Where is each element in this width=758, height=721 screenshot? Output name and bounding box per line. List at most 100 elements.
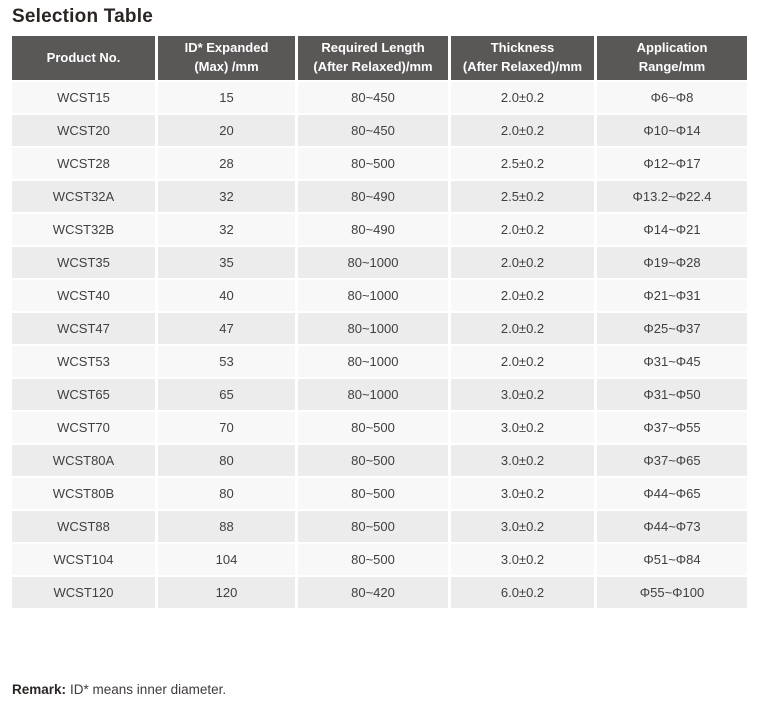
cell-id-expanded: 15 <box>158 82 295 113</box>
cell-application-range: Φ44~Φ73 <box>597 511 747 542</box>
cell-id-expanded: 20 <box>158 115 295 146</box>
remark-label: Remark: <box>12 682 67 697</box>
table-header: Product No. ID* Expanded (Max) /mm Requi… <box>12 36 747 80</box>
cell-product-no: WCST65 <box>12 379 155 410</box>
table-row: WCST32A 32 80~490 2.5±0.2 Φ13.2~Φ22.4 <box>12 181 747 212</box>
cell-id-expanded: 70 <box>158 412 295 443</box>
cell-required-length: 80~490 <box>298 181 448 212</box>
cell-application-range: Φ10~Φ14 <box>597 115 747 146</box>
cell-thickness: 3.0±0.2 <box>451 511 594 542</box>
cell-application-range: Φ37~Φ65 <box>597 445 747 476</box>
cell-product-no: WCST104 <box>12 544 155 575</box>
cell-application-range: Φ25~Φ37 <box>597 313 747 344</box>
cell-application-range: Φ6~Φ8 <box>597 82 747 113</box>
selection-table: Product No. ID* Expanded (Max) /mm Requi… <box>9 34 750 610</box>
cell-required-length: 80~1000 <box>298 379 448 410</box>
cell-id-expanded: 28 <box>158 148 295 179</box>
cell-thickness: 2.0±0.2 <box>451 82 594 113</box>
cell-id-expanded: 80 <box>158 478 295 509</box>
table-body: WCST15 15 80~450 2.0±0.2 Φ6~Φ8 WCST20 20… <box>12 82 747 608</box>
header-row: Product No. ID* Expanded (Max) /mm Requi… <box>12 36 747 80</box>
cell-thickness: 2.5±0.2 <box>451 148 594 179</box>
cell-application-range: Φ21~Φ31 <box>597 280 747 311</box>
table-row: WCST32B 32 80~490 2.0±0.2 Φ14~Φ21 <box>12 214 747 245</box>
cell-application-range: Φ31~Φ45 <box>597 346 747 377</box>
cell-thickness: 3.0±0.2 <box>451 379 594 410</box>
cell-application-range: Φ14~Φ21 <box>597 214 747 245</box>
cell-product-no: WCST28 <box>12 148 155 179</box>
cell-id-expanded: 47 <box>158 313 295 344</box>
col-header-application-range: Application Range/mm <box>597 36 747 80</box>
cell-required-length: 80~1000 <box>298 346 448 377</box>
cell-thickness: 2.0±0.2 <box>451 115 594 146</box>
cell-id-expanded: 65 <box>158 379 295 410</box>
cell-required-length: 80~1000 <box>298 280 448 311</box>
cell-application-range: Φ37~Φ55 <box>597 412 747 443</box>
cell-id-expanded: 32 <box>158 181 295 212</box>
cell-required-length: 80~490 <box>298 214 448 245</box>
table-row: WCST28 28 80~500 2.5±0.2 Φ12~Φ17 <box>12 148 747 179</box>
cell-required-length: 80~450 <box>298 115 448 146</box>
cell-application-range: Φ13.2~Φ22.4 <box>597 181 747 212</box>
table-row: WCST47 47 80~1000 2.0±0.2 Φ25~Φ37 <box>12 313 747 344</box>
table-row: WCST88 88 80~500 3.0±0.2 Φ44~Φ73 <box>12 511 747 542</box>
cell-required-length: 80~420 <box>298 577 448 608</box>
cell-required-length: 80~1000 <box>298 247 448 278</box>
table-row: WCST80A 80 80~500 3.0±0.2 Φ37~Φ65 <box>12 445 747 476</box>
cell-id-expanded: 80 <box>158 445 295 476</box>
table-row: WCST65 65 80~1000 3.0±0.2 Φ31~Φ50 <box>12 379 747 410</box>
cell-application-range: Φ12~Φ17 <box>597 148 747 179</box>
cell-product-no: WCST15 <box>12 82 155 113</box>
col-header-thickness: Thickness (After Relaxed)/mm <box>451 36 594 80</box>
cell-thickness: 3.0±0.2 <box>451 544 594 575</box>
cell-thickness: 2.0±0.2 <box>451 247 594 278</box>
cell-required-length: 80~500 <box>298 445 448 476</box>
table-row: WCST53 53 80~1000 2.0±0.2 Φ31~Φ45 <box>12 346 747 377</box>
cell-thickness: 3.0±0.2 <box>451 478 594 509</box>
cell-required-length: 80~500 <box>298 511 448 542</box>
table-row: WCST20 20 80~450 2.0±0.2 Φ10~Φ14 <box>12 115 747 146</box>
cell-id-expanded: 120 <box>158 577 295 608</box>
cell-thickness: 2.0±0.2 <box>451 313 594 344</box>
cell-required-length: 80~500 <box>298 478 448 509</box>
cell-required-length: 80~500 <box>298 148 448 179</box>
cell-thickness: 2.5±0.2 <box>451 181 594 212</box>
cell-thickness: 3.0±0.2 <box>451 445 594 476</box>
table-row: WCST40 40 80~1000 2.0±0.2 Φ21~Φ31 <box>12 280 747 311</box>
cell-id-expanded: 53 <box>158 346 295 377</box>
cell-required-length: 80~500 <box>298 544 448 575</box>
table-row: WCST15 15 80~450 2.0±0.2 Φ6~Φ8 <box>12 82 747 113</box>
cell-required-length: 80~450 <box>298 82 448 113</box>
page-title: Selection Table <box>12 6 153 27</box>
table-row: WCST80B 80 80~500 3.0±0.2 Φ44~Φ65 <box>12 478 747 509</box>
cell-product-no: WCST80A <box>12 445 155 476</box>
table-row: WCST120 120 80~420 6.0±0.2 Φ55~Φ100 <box>12 577 747 608</box>
cell-application-range: Φ19~Φ28 <box>597 247 747 278</box>
cell-thickness: 2.0±0.2 <box>451 214 594 245</box>
cell-product-no: WCST32B <box>12 214 155 245</box>
cell-id-expanded: 104 <box>158 544 295 575</box>
cell-product-no: WCST32A <box>12 181 155 212</box>
cell-application-range: Φ51~Φ84 <box>597 544 747 575</box>
cell-product-no: WCST70 <box>12 412 155 443</box>
cell-product-no: WCST47 <box>12 313 155 344</box>
cell-application-range: Φ44~Φ65 <box>597 478 747 509</box>
col-header-id-expanded: ID* Expanded (Max) /mm <box>158 36 295 80</box>
cell-product-no: WCST80B <box>12 478 155 509</box>
table-row: WCST104 104 80~500 3.0±0.2 Φ51~Φ84 <box>12 544 747 575</box>
table-row: WCST35 35 80~1000 2.0±0.2 Φ19~Φ28 <box>12 247 747 278</box>
cell-product-no: WCST53 <box>12 346 155 377</box>
cell-thickness: 3.0±0.2 <box>451 412 594 443</box>
cell-application-range: Φ31~Φ50 <box>597 379 747 410</box>
table-row: WCST70 70 80~500 3.0±0.2 Φ37~Φ55 <box>12 412 747 443</box>
cell-thickness: 2.0±0.2 <box>451 346 594 377</box>
remark-text: ID* means inner diameter. <box>70 682 227 697</box>
cell-id-expanded: 88 <box>158 511 295 542</box>
cell-required-length: 80~500 <box>298 412 448 443</box>
cell-thickness: 2.0±0.2 <box>451 280 594 311</box>
col-header-required-length: Required Length (After Relaxed)/mm <box>298 36 448 80</box>
cell-application-range: Φ55~Φ100 <box>597 577 747 608</box>
remark: Remark: ID* means inner diameter. <box>12 682 758 697</box>
cell-product-no: WCST120 <box>12 577 155 608</box>
